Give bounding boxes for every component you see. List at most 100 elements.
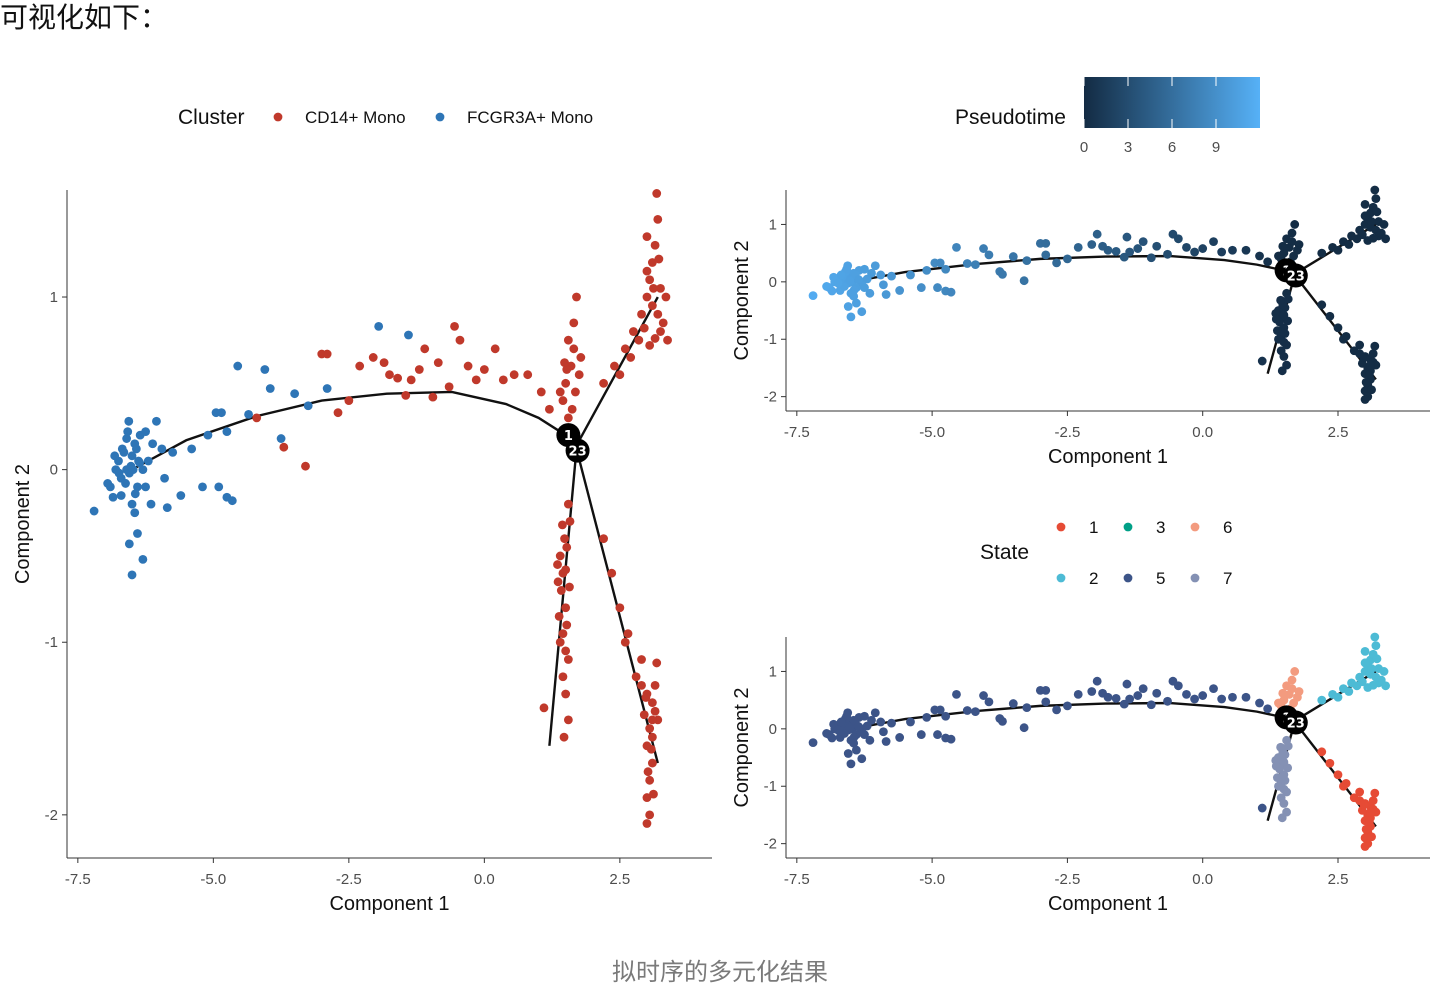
state-5-point bbox=[895, 733, 905, 742]
state-5-point bbox=[876, 717, 886, 727]
cd14-mono-point bbox=[647, 258, 657, 267]
pseudotime-point bbox=[857, 307, 867, 317]
pseudotime-point bbox=[1368, 349, 1378, 358]
pseudotime-point bbox=[1360, 199, 1370, 209]
state-6-point bbox=[1290, 667, 1300, 676]
pseudotime-point bbox=[846, 312, 856, 322]
pseudotime-point bbox=[946, 287, 956, 297]
fcgr3a-mono-point bbox=[121, 479, 130, 488]
fcgr3a-mono-point bbox=[152, 416, 161, 426]
x-tick-label: -2.5 bbox=[1054, 424, 1080, 441]
pseudotime-point bbox=[971, 260, 980, 270]
fcgr3a-mono-point bbox=[127, 451, 137, 461]
pseudotime-point bbox=[1290, 220, 1300, 229]
x-tick-label: -2.5 bbox=[1054, 871, 1080, 888]
pseudotime-points bbox=[808, 185, 1391, 404]
cd14-mono-point bbox=[642, 266, 652, 276]
cd14-mono-point bbox=[355, 361, 365, 371]
x-tick-label: 2.5 bbox=[1328, 424, 1349, 441]
cd14-mono-point bbox=[344, 396, 354, 405]
state-5-point bbox=[1122, 679, 1132, 689]
state-2-point bbox=[1372, 654, 1382, 664]
state-1-point bbox=[1360, 842, 1370, 851]
cd14-mono-point bbox=[561, 646, 571, 656]
cd14-mono-point bbox=[450, 321, 459, 331]
y-tick-label: -1 bbox=[764, 778, 777, 795]
cd14-mono-point bbox=[647, 301, 657, 311]
pseudotime-point bbox=[860, 264, 869, 274]
state-5-point bbox=[1163, 696, 1172, 706]
fcgr3a-mono-point bbox=[124, 539, 134, 549]
cd14-mono-point bbox=[642, 292, 652, 302]
state-2-point bbox=[1371, 641, 1381, 651]
cd14-mono-point bbox=[368, 353, 378, 362]
cd14-mono-point bbox=[574, 370, 584, 380]
pseudotime-point bbox=[1217, 247, 1227, 257]
fcgr3a-mono-point bbox=[135, 458, 145, 468]
branch-point-label: 1 bbox=[564, 429, 573, 444]
state-7-point bbox=[1279, 757, 1289, 767]
cd14-mono-point bbox=[562, 620, 572, 630]
pseudotime-point bbox=[1370, 341, 1380, 351]
cd14-mono-point bbox=[567, 404, 577, 414]
cd14-mono-point bbox=[565, 517, 575, 526]
pseudotime-point bbox=[1122, 232, 1132, 242]
state-2-point bbox=[1352, 681, 1362, 691]
y-tick-label: 1 bbox=[769, 663, 777, 680]
pseudotime-point bbox=[865, 288, 875, 298]
x-tick-label: -7.5 bbox=[65, 871, 91, 888]
pseudotime-point bbox=[827, 286, 837, 296]
state-5-point bbox=[1217, 694, 1227, 704]
branch-point-marker bbox=[1283, 710, 1308, 735]
pseudotime-point bbox=[849, 285, 859, 295]
pseudotime-point bbox=[1282, 340, 1291, 350]
cd14-mono-point bbox=[610, 361, 619, 371]
cd14-mono-point bbox=[420, 344, 430, 354]
cd14-mono-point bbox=[663, 335, 672, 345]
legend-swatch bbox=[1190, 522, 1200, 532]
cd14-mono-point bbox=[556, 586, 566, 595]
state-2-point bbox=[1381, 681, 1391, 691]
legend-swatch bbox=[1190, 573, 1200, 583]
figure-caption: 拟时序的多元化结果 bbox=[612, 958, 828, 986]
cd14-mono-point bbox=[647, 715, 657, 725]
fcgr3a-mono-point bbox=[290, 389, 300, 399]
pseudotime-point bbox=[1359, 353, 1369, 363]
fcgr3a-mono-point bbox=[114, 468, 124, 478]
x-tick-label: -7.5 bbox=[784, 424, 810, 441]
fcgr3a-mono-point bbox=[227, 496, 237, 506]
cd14-mono-point bbox=[558, 672, 568, 682]
pseudotime-point bbox=[1352, 234, 1362, 244]
state-5-point bbox=[1041, 685, 1051, 695]
cd14-mono-point bbox=[645, 724, 655, 733]
cd14-mono-point bbox=[559, 732, 569, 742]
x-tick-label: -5.0 bbox=[200, 871, 226, 888]
legend-swatch bbox=[273, 112, 283, 122]
pseudotime-point bbox=[1041, 250, 1051, 260]
pseudotime-point bbox=[1317, 248, 1327, 258]
state-5-point bbox=[1008, 699, 1018, 708]
legend-label: 6 bbox=[1223, 518, 1232, 537]
state-5-point bbox=[1190, 694, 1199, 704]
fcgr3a-mono-point bbox=[138, 465, 148, 475]
state-5-point bbox=[849, 732, 859, 742]
cd14-mono-point bbox=[569, 318, 579, 328]
pseudotime-point bbox=[922, 265, 932, 275]
state-5-point bbox=[865, 735, 875, 745]
pseudotime-point bbox=[1198, 244, 1208, 253]
pseudotime-colorbar: Pseudotime 0 3 6 9 bbox=[955, 77, 1260, 156]
fcgr3a-mono-point bbox=[265, 384, 275, 393]
x-axis-title: Component 1 bbox=[1048, 893, 1168, 915]
x-tick-label: 0.0 bbox=[1192, 871, 1213, 888]
legend-title: Cluster bbox=[178, 106, 245, 129]
fcgr3a-mono-point bbox=[198, 482, 207, 492]
pseudotime-point bbox=[933, 283, 942, 292]
state-5-point bbox=[1263, 704, 1273, 714]
state-branch-points: 123 bbox=[1274, 705, 1308, 735]
y-tick-label: 0 bbox=[769, 721, 777, 738]
state-5-point bbox=[1133, 691, 1143, 700]
state-7-point bbox=[1276, 742, 1286, 752]
pseudotime-point bbox=[1146, 253, 1156, 263]
legend-label: 3 bbox=[1156, 518, 1165, 537]
legend-swatch bbox=[1123, 573, 1133, 583]
